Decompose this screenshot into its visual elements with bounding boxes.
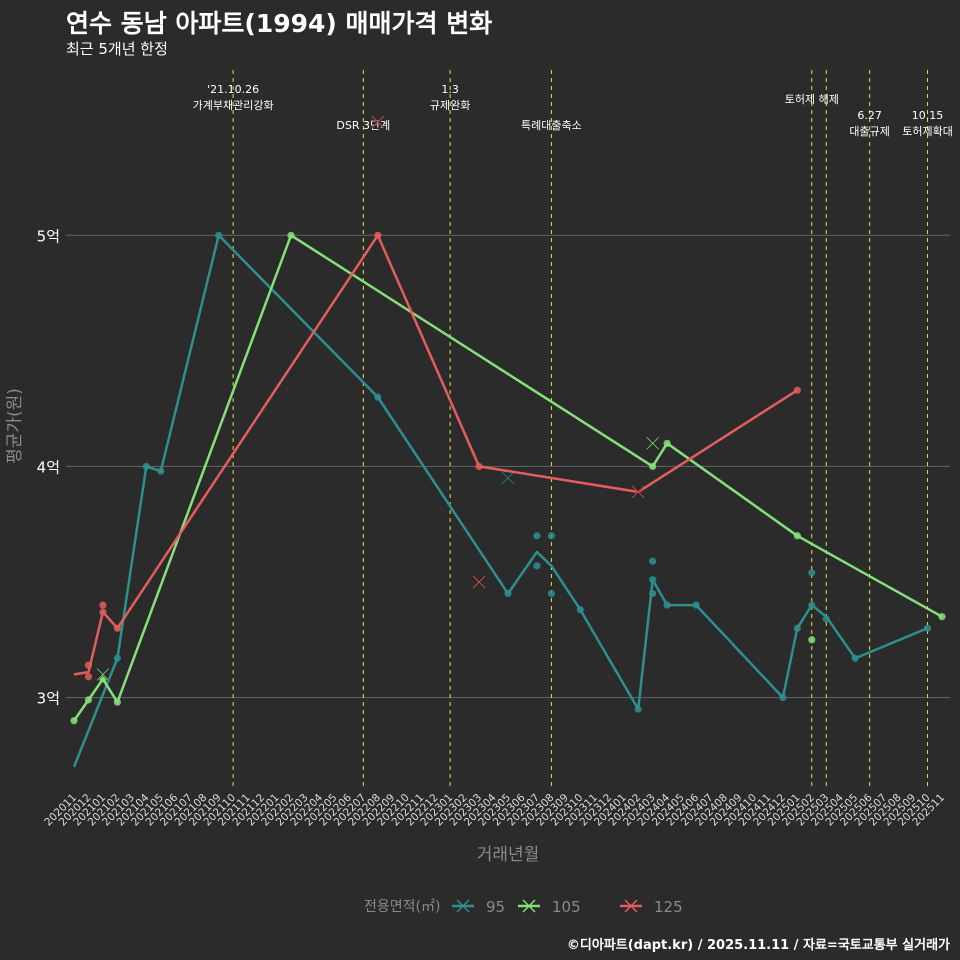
data-point-125	[113, 624, 121, 632]
event-label: 대출규제	[849, 125, 889, 138]
cancel-mark-125	[631, 485, 645, 499]
event-label: 6.27	[857, 109, 882, 122]
data-point-95	[808, 569, 816, 577]
y-axis-title: 평균가(원)	[5, 388, 25, 464]
data-point-95	[851, 654, 859, 662]
legend-title: 전용면적(㎡)	[364, 899, 440, 915]
data-point-105	[663, 439, 671, 447]
chart-title: 연수 동남 아파트(1994) 매매가격 변화	[66, 9, 493, 38]
data-point-95	[808, 601, 816, 609]
data-point-125	[793, 386, 801, 394]
event-label: 1.3	[441, 83, 459, 96]
data-point-95	[649, 589, 657, 598]
data-point-95	[649, 576, 657, 584]
data-point-95	[113, 654, 121, 662]
data-point-95	[215, 231, 223, 239]
data-point-95	[822, 615, 830, 623]
data-point-95	[374, 393, 382, 401]
data-point-125	[475, 462, 483, 471]
event-label: 토허제 해제	[785, 92, 839, 106]
cancel-mark-105	[646, 436, 660, 450]
legend-label-105: 105	[552, 898, 581, 916]
data-point-95	[533, 532, 541, 540]
data-point-95	[923, 624, 932, 632]
data-point-95	[547, 532, 556, 540]
data-point-95	[157, 467, 165, 475]
chart-caption: ©디아파트(dapt.kr) / 2025.11.11 / 자료=국토교통부 실…	[566, 938, 950, 953]
legend-label-125: 125	[654, 898, 683, 916]
y-tick-label: 4억	[37, 458, 60, 476]
data-point-95	[142, 462, 150, 471]
legend-marker-125	[624, 899, 638, 913]
data-point-105	[113, 698, 121, 706]
data-point-125	[374, 231, 382, 239]
data-point-105	[287, 231, 295, 239]
event-label: 10.15	[912, 109, 944, 122]
data-point-95	[793, 624, 801, 632]
data-point-95	[634, 705, 642, 713]
legend-label-95: 95	[486, 898, 505, 916]
data-point-95	[576, 606, 584, 614]
series-line-95	[72, 234, 928, 768]
legend-marker-95	[456, 899, 470, 913]
data-point-95	[547, 589, 556, 598]
data-point-105	[84, 696, 93, 704]
x-axis-title: 거래년월	[477, 845, 540, 865]
chart-subtitle: 최근 5개년 한정	[66, 40, 168, 58]
data-point-125	[84, 661, 93, 669]
event-label: 토허제확대	[902, 125, 953, 138]
data-point-125	[84, 673, 93, 681]
event-label: 특례대출축소	[521, 119, 582, 132]
data-point-125	[99, 601, 107, 609]
data-point-105	[70, 717, 78, 725]
data-point-95	[533, 562, 541, 570]
event-label: 가계부채관리강화	[193, 99, 274, 112]
cancel-mark-125	[472, 575, 486, 589]
legend-marker-105	[522, 899, 536, 913]
data-point-125	[99, 608, 107, 616]
data-point-95	[504, 589, 512, 598]
y-tick-label: 3억	[37, 690, 60, 708]
data-point-105	[938, 613, 946, 621]
y-tick-label: 5억	[37, 227, 60, 245]
data-point-95	[663, 601, 671, 609]
series-line-125	[73, 234, 798, 676]
data-point-95	[692, 601, 700, 609]
cancel-mark-125	[371, 115, 385, 129]
data-point-105	[808, 636, 816, 644]
cancel-mark-95	[501, 471, 515, 485]
data-point-105	[649, 462, 657, 471]
event-label: 규제완화	[430, 99, 470, 112]
data-point-95	[779, 693, 787, 702]
data-point-95	[649, 557, 657, 565]
data-point-105	[793, 532, 801, 540]
cancel-mark-105	[96, 668, 110, 681]
event-label: '21.10.26	[207, 83, 259, 96]
